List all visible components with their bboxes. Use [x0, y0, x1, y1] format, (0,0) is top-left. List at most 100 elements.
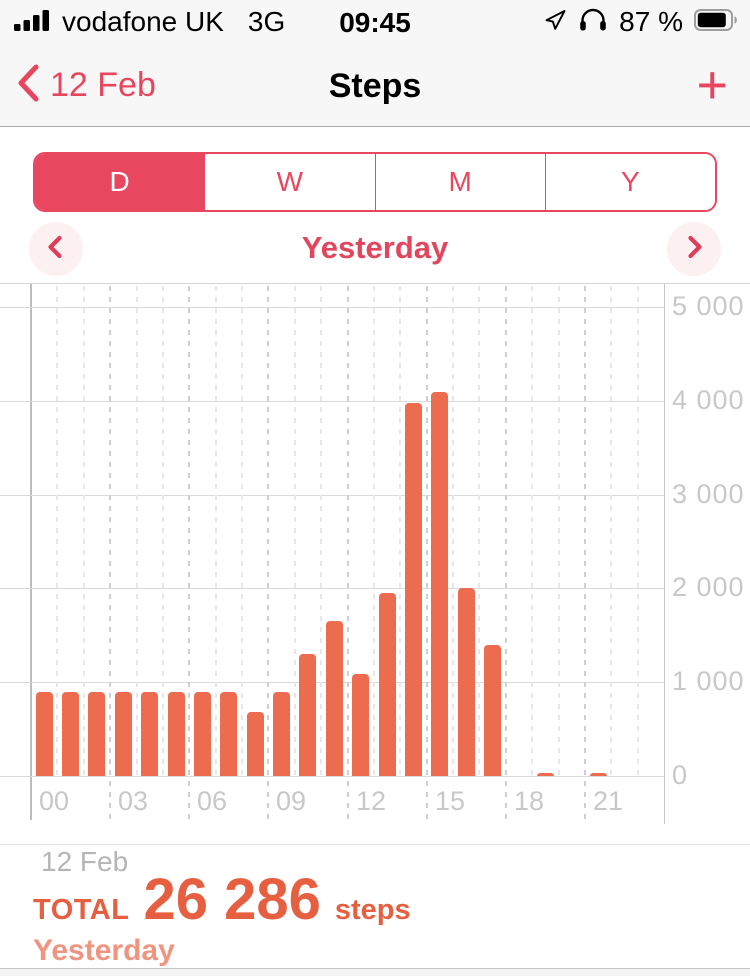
bar-hour-03[interactable] — [115, 692, 132, 776]
bar-hour-12[interactable] — [352, 674, 369, 776]
nav-bar: 12 Feb Steps + — [0, 44, 750, 127]
gridline-hour-07 — [215, 286, 217, 776]
footer-strip — [0, 969, 750, 976]
chart-date-label: 12 Feb — [41, 846, 129, 877]
y-tick-label-3000: 3 000 — [672, 478, 745, 509]
gridline-y-0 — [0, 776, 664, 777]
bar-hour-08[interactable] — [247, 712, 264, 776]
x-tick-label-09: 09 — [276, 786, 307, 816]
summary-period-label: Yesterday — [33, 934, 175, 967]
headphones-icon — [578, 8, 608, 37]
status-bar: vodafone UK 3G 09:45 87 % — [0, 0, 750, 44]
summary-block: TOTAL 26 286 steps Yesterday — [33, 866, 411, 968]
segment-week[interactable]: W — [204, 154, 375, 210]
gridline-hour-20 — [558, 286, 560, 776]
gridline-hour-10 — [294, 286, 296, 776]
carrier-label: vodafone UK — [62, 6, 224, 37]
signal-bars-icon — [14, 9, 50, 36]
bar-hour-09[interactable] — [273, 692, 290, 776]
bar-hour-02[interactable] — [88, 692, 105, 776]
page-title: Steps — [328, 67, 422, 105]
period-nav-row: Yesterday — [0, 215, 750, 284]
back-button-label: 12 Feb — [50, 65, 156, 104]
bar-hour-13[interactable] — [379, 593, 396, 776]
gridline-hour-23 — [637, 286, 639, 776]
y-tick-label-4000: 4 000 — [672, 384, 745, 415]
total-row: TOTAL 26 286 steps — [33, 866, 411, 933]
y-tick-label-5000: 5 000 — [672, 290, 745, 321]
steps-chart: 12 Feb 0 1 000 2 000 3 000 4 000 5 000 00 03 06 0… — [0, 284, 750, 877]
gridline-hour-08 — [241, 286, 243, 776]
period-segmented-control: D W M Y — [33, 152, 717, 212]
status-left-cluster: vodafone UK 3G — [14, 0, 285, 44]
clock-time: 09:45 — [339, 7, 411, 38]
segment-day[interactable]: D — [35, 154, 205, 210]
gridline-hour-02 — [83, 286, 85, 776]
gridline-hour-03 — [109, 286, 111, 820]
gridline-hour-14 — [399, 286, 401, 776]
x-tick-label-06: 06 — [197, 786, 228, 816]
back-button[interactable]: 12 Feb — [16, 44, 156, 126]
gridline-hour-22 — [610, 286, 612, 776]
chevron-left-icon — [41, 232, 71, 267]
chart-right-axis — [664, 284, 665, 824]
y-tick-label-0: 0 — [672, 759, 689, 790]
bar-hour-07[interactable] — [220, 692, 237, 776]
next-day-button[interactable] — [667, 222, 721, 276]
total-label: TOTAL — [33, 894, 130, 926]
gridline-hour-09 — [267, 286, 269, 820]
x-tick-label-15: 15 — [435, 786, 466, 816]
x-tick-label-12: 12 — [356, 786, 387, 816]
gridline-hour-16 — [452, 286, 454, 776]
battery-percent-label: 87 % — [619, 6, 683, 37]
bar-hour-01[interactable] — [62, 692, 79, 776]
x-tick-label-21: 21 — [593, 786, 624, 816]
gridline-hour-06 — [188, 286, 190, 820]
gridline-hour-19 — [531, 286, 533, 776]
battery-icon — [694, 8, 738, 36]
bar-hour-06[interactable] — [194, 692, 211, 776]
gridline-y-5000 — [0, 307, 664, 308]
segment-month[interactable]: M — [374, 154, 545, 210]
gridline-hour-15 — [426, 286, 428, 820]
x-tick-label-18: 18 — [514, 786, 545, 816]
bar-hour-00[interactable] — [36, 692, 53, 776]
bar-hour-11[interactable] — [326, 621, 343, 776]
bar-hour-16[interactable] — [458, 588, 475, 776]
bar-hour-19[interactable] — [537, 773, 554, 776]
chevron-right-icon — [679, 232, 709, 267]
location-arrow-icon — [544, 8, 567, 36]
bar-hour-14[interactable] — [405, 403, 422, 776]
bar-hour-04[interactable] — [141, 692, 158, 776]
gridline-hour-11 — [320, 286, 322, 776]
x-tick-label-00: 00 — [39, 786, 70, 816]
previous-day-button[interactable] — [29, 222, 83, 276]
gridline-hour-12 — [347, 286, 349, 820]
status-right-cluster: 87 % — [544, 0, 738, 44]
bar-hour-10[interactable] — [299, 654, 316, 776]
total-steps-value: 26 286 — [143, 867, 321, 932]
gridline-hour-21 — [584, 286, 586, 820]
gridline-y-2000 — [0, 588, 664, 589]
gridline-hour-05 — [162, 286, 164, 776]
bar-hour-05[interactable] — [168, 692, 185, 776]
total-unit-label: steps — [334, 894, 411, 926]
gridline-y-3000 — [0, 495, 664, 496]
gridline-hour-01 — [56, 286, 58, 776]
bar-hour-17[interactable] — [484, 645, 501, 776]
segment-year[interactable]: Y — [544, 154, 715, 210]
back-chevron-icon — [16, 63, 40, 108]
bar-hour-15[interactable] — [431, 392, 448, 776]
gridline-hour-13 — [373, 286, 375, 776]
footer-divider — [0, 968, 750, 969]
gridline-hour-18 — [505, 286, 507, 820]
gridline-hour-04 — [136, 286, 138, 776]
chart-left-axis — [30, 284, 32, 820]
x-tick-label-03: 03 — [118, 786, 149, 816]
gridline-hour-17 — [478, 286, 480, 776]
network-type-label: 3G — [247, 6, 286, 37]
add-button[interactable]: + — [696, 55, 728, 115]
bar-hour-21[interactable] — [590, 773, 607, 776]
gridline-y-4000 — [0, 401, 664, 402]
